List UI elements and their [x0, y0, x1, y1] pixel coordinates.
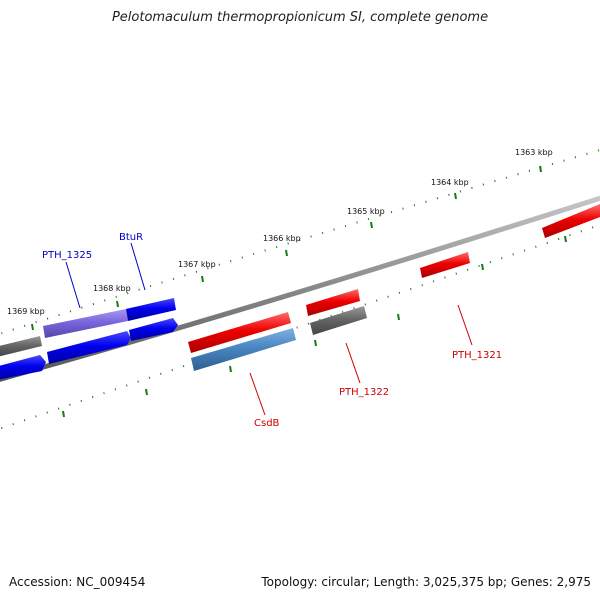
kbp-label-1363: 1363 kbp — [515, 148, 553, 157]
kbp-label-1364: 1364 kbp — [431, 178, 469, 187]
gene-right-edge[interactable] — [542, 204, 600, 238]
gene-pth1322-red[interactable] — [306, 289, 360, 316]
gene-btur[interactable] — [126, 298, 176, 321]
map-title: Pelotomaculum thermopropionicum SI, comp… — [111, 10, 489, 25]
genome-backbone — [0, 195, 600, 382]
leader-pth1322 — [345, 342, 361, 384]
gene-pth1325[interactable] — [43, 309, 128, 338]
gene-blue-mid-lower[interactable] — [47, 331, 131, 364]
accession-text: Accession: NC_009454 — [9, 575, 146, 589]
kbp-label-1365: 1365 kbp — [347, 207, 385, 216]
inner-major-ticks — [62, 235, 567, 418]
gene-csdb[interactable] — [191, 328, 296, 371]
kbp-label-1368: 1368 kbp — [93, 284, 131, 293]
gene-gray-left-top[interactable] — [0, 336, 42, 357]
gene-label-csdb[interactable]: CsdB — [254, 418, 280, 429]
gene-label-btur[interactable]: BtuR — [119, 232, 143, 243]
gene-pth1322[interactable] — [310, 306, 367, 335]
gene-label-pth1322[interactable]: PTH_1322 — [339, 387, 389, 398]
gene-label-pth1325[interactable]: PTH_1325 — [42, 250, 92, 261]
gene-blue-right-lower[interactable] — [129, 318, 178, 341]
kbp-label-1367: 1367 kbp — [178, 260, 216, 269]
leader-pth1325 — [65, 261, 81, 309]
leader-pth1321 — [457, 304, 473, 346]
kbp-label-1369: 1369 kbp — [7, 307, 45, 316]
topology-text: Topology: circular; Length: 3,025,375 bp… — [261, 575, 591, 589]
leader-btur — [130, 242, 146, 291]
leader-csdb — [249, 372, 266, 416]
gene-csdb-upper[interactable] — [188, 312, 291, 353]
gene-blue-left-lower[interactable] — [0, 355, 46, 380]
gene-pth1321[interactable] — [420, 252, 470, 278]
outer-major-ticks — [31, 165, 542, 331]
outer-tick-track — [0, 149, 600, 335]
kbp-label-1366: 1366 kbp — [263, 234, 301, 243]
gene-label-pth1321[interactable]: PTH_1321 — [452, 350, 502, 361]
